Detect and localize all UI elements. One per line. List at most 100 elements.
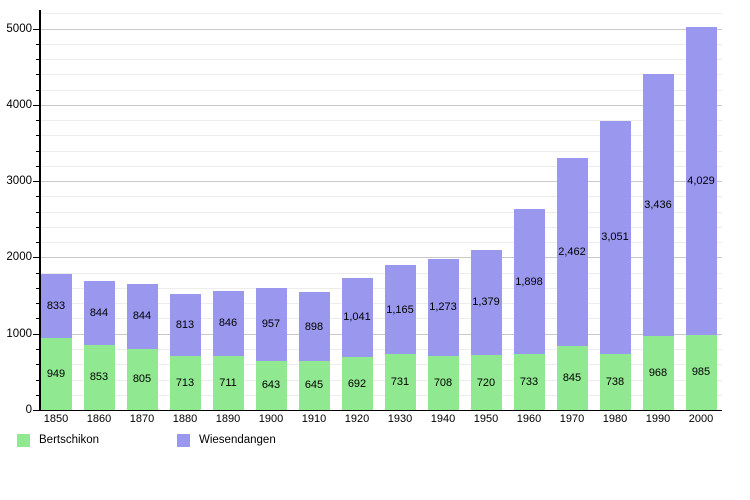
gridline-major [40, 104, 722, 106]
y-axis-tick-label: 4000 [6, 98, 32, 111]
y-axis-major-tick [33, 104, 40, 106]
y-axis-major-tick [33, 410, 40, 411]
gridline-minor [40, 364, 722, 366]
x-axis-tick-label: 1920 [344, 413, 370, 425]
bar-value-label: 2,462 [558, 245, 586, 258]
gridline-minor [40, 196, 722, 198]
y-axis-minor-tick [36, 165, 40, 167]
gridline-minor [40, 150, 722, 152]
y-axis-tick-label: 5000 [6, 22, 32, 35]
gridline-minor [40, 272, 722, 274]
gridline-major [40, 28, 722, 30]
y-axis-tick-label: 2000 [6, 251, 32, 264]
y-axis-major-tick [33, 333, 40, 335]
bar-value-label: 1,041 [343, 311, 371, 324]
y-axis-minor-tick [36, 287, 40, 289]
gridline-minor [40, 13, 722, 15]
x-axis-tick-label: 1870 [129, 413, 155, 425]
bar-value-label: 968 [648, 367, 668, 380]
bar-segment-wiesendangen-1980: 3,051 [599, 120, 631, 354]
bar-segment-bertschikon-1980: 738 [599, 353, 631, 410]
bar-value-label: 692 [347, 377, 367, 390]
bar-value-label: 844 [89, 306, 109, 319]
y-axis-minor-tick [36, 394, 40, 396]
y-axis-minor-tick [36, 303, 40, 305]
bar-value-label: 985 [691, 366, 711, 379]
legend-label-wiesendangen: Wiesendangen [199, 434, 276, 446]
legend-swatch-wiesendangen [177, 433, 190, 447]
legend-item-bertschikon: Bertschikon [17, 433, 99, 447]
bar-segment-bertschikon-1930: 731 [384, 354, 416, 410]
legend-item-wiesendangen: Wiesendangen [177, 433, 276, 447]
bar-value-label: 733 [519, 376, 539, 389]
bar-value-label: 1,898 [515, 275, 543, 288]
x-axis-tick-label: 1860 [86, 413, 112, 425]
x-axis-tick-label: 1890 [215, 413, 241, 425]
bar-value-label: 844 [132, 310, 152, 323]
x-axis-tick-label: 1910 [301, 413, 327, 425]
x-axis-tick-label: 1850 [43, 413, 69, 425]
gridline-minor [40, 89, 722, 91]
bar-segment-wiesendangen-2000: 4,029 [685, 27, 717, 335]
legend-swatch-bertschikon [17, 433, 30, 447]
bar-value-label: 957 [261, 318, 281, 331]
y-axis-tick-label: 3000 [6, 175, 32, 188]
bar-segment-wiesendangen-1880: 813 [169, 293, 201, 356]
bar-value-label: 731 [390, 376, 410, 389]
bar-segment-wiesendangen-1850: 833 [40, 274, 72, 338]
plot-area: 949 833 853 844 805 844 713 813 711 846 643 957 645 8… [33, 10, 722, 411]
bar-value-label: 1,165 [386, 303, 414, 316]
gridline-minor [40, 165, 722, 167]
y-axis-minor-tick [36, 242, 40, 244]
legend: Bertschikon Wiesendangen [0, 433, 750, 449]
gridline-minor [40, 59, 722, 60]
y-axis-minor-tick [36, 349, 40, 350]
bar-segment-bertschikon-1890: 711 [212, 355, 244, 410]
bar-value-label: 708 [433, 377, 453, 389]
gridline-major [40, 181, 722, 183]
bar-value-label: 833 [46, 299, 66, 312]
bar-value-label: 711 [219, 376, 237, 389]
y-axis-line [39, 10, 41, 411]
bar-segment-bertschikon-1900: 643 [255, 360, 287, 410]
y-axis-minor-tick [36, 272, 40, 274]
y-axis-minor-tick [36, 89, 40, 91]
y-axis-minor-tick [36, 211, 40, 213]
bar-segment-wiesendangen-1960: 1,898 [513, 209, 545, 355]
y-axis-minor-tick [36, 150, 40, 152]
bar-value-label: 720 [476, 376, 496, 389]
bar-value-label: 713 [175, 376, 195, 389]
bar-segment-bertschikon-1910: 645 [298, 360, 330, 410]
x-axis-tick-label: 1940 [430, 413, 456, 425]
bar-segment-wiesendangen-1970: 2,462 [556, 157, 588, 346]
bar-value-label: 846 [218, 317, 238, 330]
bar-segment-wiesendangen-1930: 1,165 [384, 265, 416, 355]
gridline-minor [40, 43, 722, 45]
bar-segment-bertschikon-1920: 692 [341, 357, 373, 410]
gridline-major [40, 333, 722, 335]
bar-value-label: 813 [175, 318, 195, 331]
y-axis-major-tick [33, 28, 40, 30]
gridline-minor [40, 74, 722, 76]
x-axis-tick-label: 2000 [688, 413, 714, 425]
bar-segment-bertschikon-1950: 720 [470, 355, 502, 410]
gridline-minor [40, 135, 722, 137]
bar-value-label: 805 [132, 373, 152, 386]
y-axis-minor-tick [36, 59, 40, 60]
x-axis-line [39, 409, 722, 411]
x-axis-tick-label: 1950 [473, 413, 499, 425]
y-axis-minor-tick [36, 74, 40, 76]
gridline-minor [40, 287, 722, 289]
bar-segment-wiesendangen-1910: 898 [298, 292, 330, 361]
bar-segment-bertschikon-2000: 985 [685, 334, 717, 410]
bar-value-label: 1,379 [472, 296, 500, 309]
gridline-minor [40, 120, 722, 122]
y-axis-major-tick [33, 181, 40, 183]
y-axis-minor-tick [36, 379, 40, 381]
y-axis-minor-tick [36, 318, 40, 320]
bar-segment-wiesendangen-1900: 957 [255, 287, 287, 361]
y-axis-major-tick [33, 257, 40, 259]
bar-value-label: 4,029 [687, 175, 715, 188]
bar-segment-bertschikon-1870: 805 [126, 348, 158, 410]
